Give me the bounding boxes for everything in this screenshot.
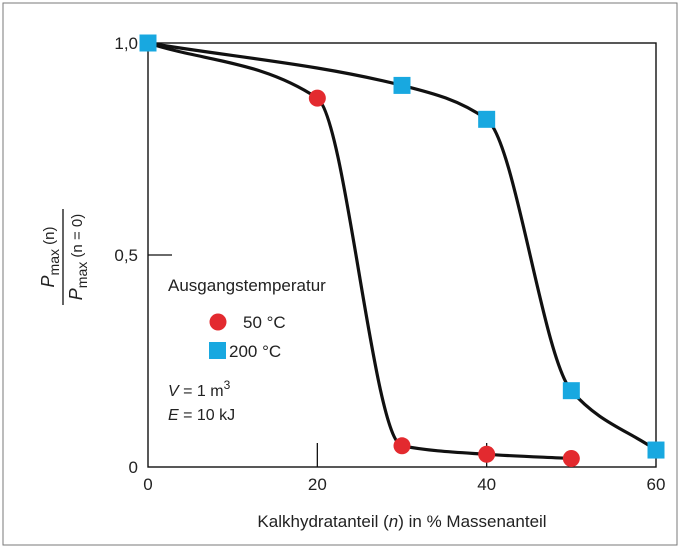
y-axis-label: Pmax (n) Pmax (n = 0): [38, 209, 90, 305]
data-point-200c: [647, 441, 665, 459]
y-tick-label: 1,0: [114, 34, 138, 53]
legend-marker-square: [209, 342, 226, 359]
data-point-50c: [308, 89, 326, 107]
legend-label-50c: 50 °C: [243, 313, 286, 332]
legend-title: Ausgangstemperatur: [168, 276, 326, 295]
legend-label-200c: 200 °C: [229, 342, 281, 361]
data-point-200c: [393, 76, 411, 94]
y-tick-label: 0,5: [114, 246, 138, 265]
legend-marker-circle: [209, 313, 227, 331]
plot-area: [147, 42, 657, 468]
x-axis-label: Kalkhydratanteil (n) in % Massenanteil: [257, 512, 546, 531]
x-tick-label: 20: [308, 475, 327, 494]
annotation-energy: E = 10 kJ: [168, 407, 235, 424]
y-label-numerator: Pmax (n): [38, 227, 62, 288]
data-point-50c: [393, 437, 411, 455]
legend: Ausgangstemperatur 50 °C 200 °C: [168, 276, 326, 361]
data-point-200c: [139, 34, 157, 52]
x-tick-label: 0: [143, 475, 152, 494]
data-point-50c: [478, 445, 496, 463]
x-tick-label: 60: [647, 475, 666, 494]
marker-group: [139, 34, 665, 468]
data-point-50c: [562, 450, 580, 468]
x-tick-label: 40: [477, 475, 496, 494]
annotation-volume: V = 1 m3: [168, 378, 231, 400]
y-label-denominator: Pmax (n = 0): [66, 214, 90, 300]
data-point-200c: [562, 382, 580, 400]
data-point-200c: [478, 110, 496, 128]
y-tick-label: 0: [129, 458, 138, 477]
